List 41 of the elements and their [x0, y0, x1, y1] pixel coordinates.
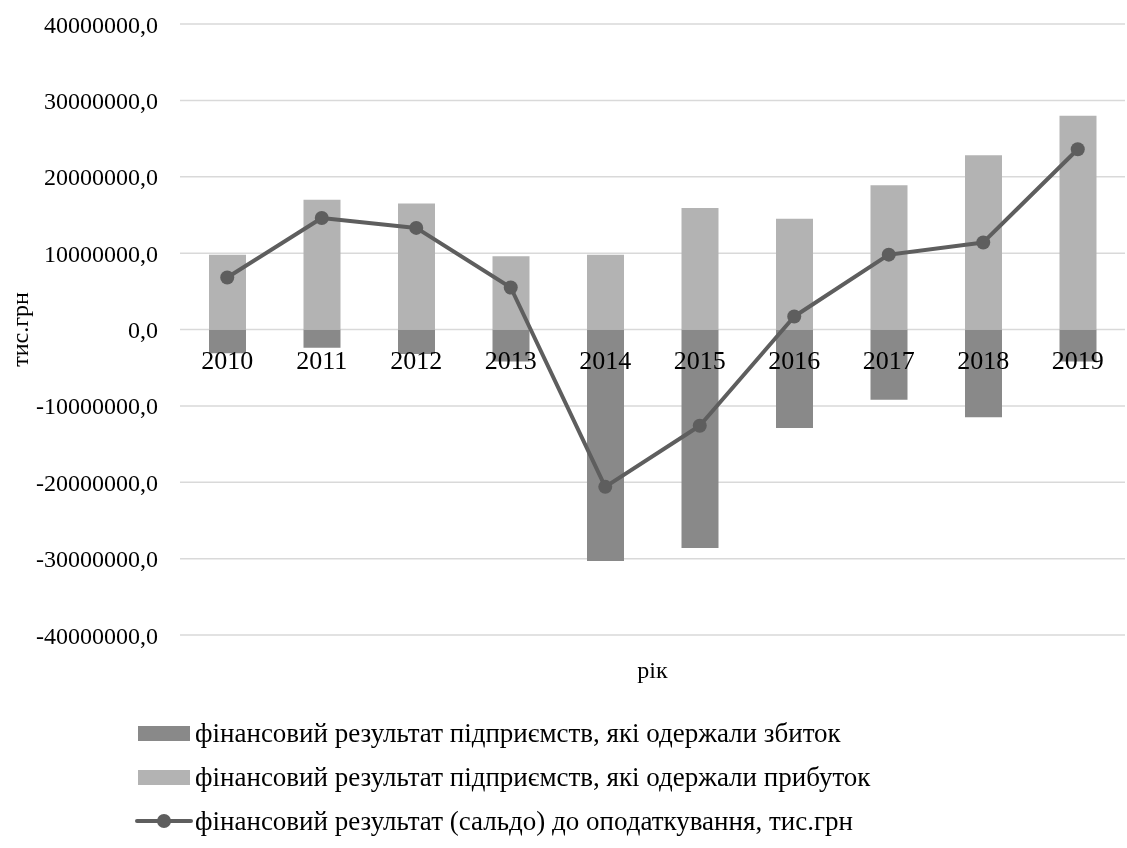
point	[787, 309, 802, 324]
point	[598, 479, 613, 494]
bar	[965, 155, 1002, 330]
legend-label: фінансовий результат підприємств, які одержали прибуток	[195, 761, 871, 793]
point	[881, 247, 896, 262]
x-tick-label: 2010	[201, 345, 254, 375]
y-tick-label: 40000000,0	[44, 11, 158, 38]
point	[220, 270, 235, 285]
x-tick-label: 2019	[1051, 345, 1104, 375]
point	[503, 280, 518, 295]
bar	[776, 218, 813, 330]
bar	[398, 203, 435, 330]
y-tick-label: 10000000,0	[44, 240, 158, 267]
point	[976, 235, 991, 250]
y-tick-label: 20000000,0	[44, 164, 158, 191]
bar	[303, 199, 341, 330]
legend-label: фінансовий результат (сальдо) до оподаткування, тис.грн	[195, 805, 853, 837]
y-axis-title: тис.грн	[7, 292, 33, 367]
bar	[209, 329, 246, 354]
legend-label: фінансовий результат підприємств, які одержали збиток	[195, 717, 841, 749]
y-tick-label: -40000000,0	[36, 622, 158, 649]
bar	[209, 254, 246, 330]
y-tick-label: -30000000,0	[36, 546, 158, 573]
x-tick-label: 2011	[296, 345, 348, 375]
point	[409, 220, 424, 235]
point	[1070, 142, 1085, 157]
bar	[1059, 115, 1097, 330]
bar	[870, 185, 908, 330]
x-tick-label: 2012	[390, 345, 443, 375]
bar	[303, 329, 341, 348]
y-tick-label: 30000000,0	[44, 87, 158, 114]
point	[314, 210, 329, 225]
x-tick-label: 2013	[484, 345, 537, 375]
y-tick-label: 0,0	[128, 317, 158, 344]
bar	[681, 208, 719, 330]
y-tick-label: -20000000,0	[36, 469, 158, 496]
y-tick-label: -10000000,0	[36, 393, 158, 420]
bar	[398, 329, 435, 354]
bar	[587, 254, 624, 330]
point	[692, 418, 707, 433]
x-axis-title: рік	[637, 657, 668, 683]
